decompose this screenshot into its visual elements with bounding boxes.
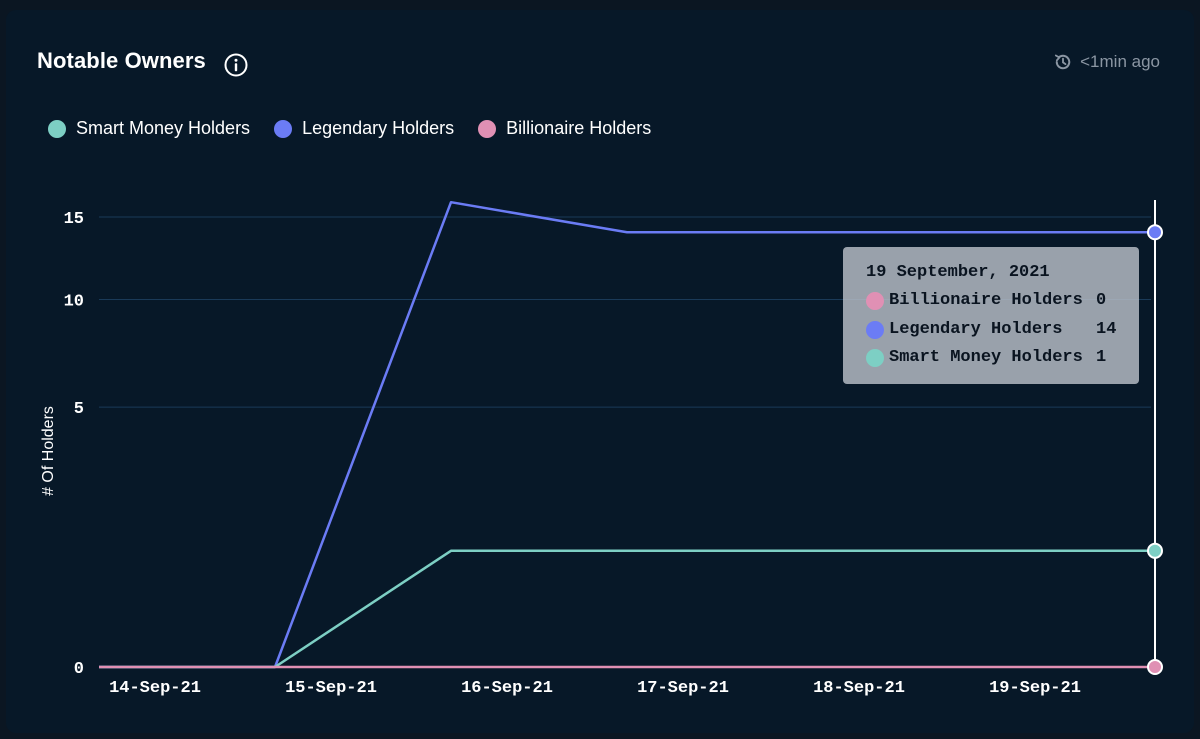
legend-legendary-label: Legendary Holders [302,118,455,138]
chart-tooltip: 19 September, 2021 Billionaire Holders 0… [843,247,1139,384]
last-updated-text: <1min ago [1080,52,1160,71]
legend-billionaire[interactable]: Billionaire Holders [478,118,651,139]
history-icon [1055,54,1071,70]
x-tick-label: 17-Sep-21 [637,679,729,698]
chart-legend: Smart Money Holders Legendary Holders Bi… [48,118,651,139]
hover-marker-2 [1147,659,1163,675]
legend-billionaire-label: Billionaire Holders [506,118,652,138]
y-tick-label: 10 [64,293,84,312]
tooltip-smart-money-value: 1 [1096,348,1107,367]
tooltip-row-smart-money: Smart Money Holders [866,348,1083,367]
y-tick-label: 0 [74,660,84,679]
last-updated: <1min ago [1053,52,1160,72]
tooltip-legendary-dot [866,320,884,339]
tooltip-legendary-value: 14 [1096,320,1117,339]
y-tick-label: 5 [74,400,84,419]
legend-smart-money[interactable]: Smart Money Holders [48,118,250,139]
x-tick-label: 19-Sep-21 [989,679,1081,698]
legend-smart-money-label: Smart Money Holders [76,118,251,138]
tooltip-date: 19 September, 2021 [866,263,1050,282]
tooltip-row-billionaire: Billionaire Holders [866,291,1083,310]
tooltip-billionaire-dot [866,291,884,310]
tooltip-billionaire-value: 0 [1096,291,1107,310]
legend-legendary-dot [274,119,293,138]
info-icon[interactable] [224,53,248,77]
hover-marker-0 [1147,542,1163,559]
tooltip-legendary-label: Legendary Holders [889,320,1063,339]
notable-owners-card: Notable Owners <1min ago Smart Money Hol… [6,10,1194,733]
legend-billionaire-dot [478,119,497,138]
card-title: Notable Owners [37,48,206,73]
tooltip-billionaire-label: Billionaire Holders [889,291,1083,310]
tooltip-row-legendary: Legendary Holders [866,320,1062,339]
hover-marker-1 [1147,224,1163,241]
x-tick-label: 16-Sep-21 [461,679,553,698]
tooltip-smart-money-dot [866,348,884,367]
x-tick-label: 15-Sep-21 [285,679,377,698]
legend-legendary[interactable]: Legendary Holders [274,118,454,139]
tooltip-smart-money-label: Smart Money Holders [889,348,1083,367]
y-axis-title: # Of Holders [40,406,57,496]
x-tick-label: 18-Sep-21 [813,679,905,698]
y-tick-label: 15 [64,210,84,229]
legend-smart-money-dot [48,119,66,138]
series-line-0 [99,549,1155,669]
x-tick-label: 14-Sep-21 [109,679,201,698]
